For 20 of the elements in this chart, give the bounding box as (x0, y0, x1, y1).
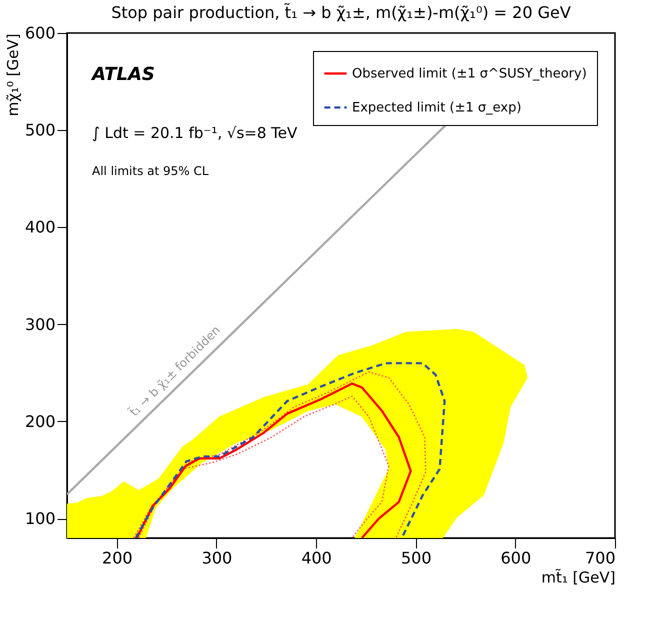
x-tick-label: 200 (102, 548, 133, 568)
x-tick-label: 700 (584, 548, 616, 568)
y-tick-label: 500 (24, 120, 56, 140)
annotation: All limits at 95% CL (92, 164, 209, 178)
annotation: ATLAS (90, 64, 155, 85)
y-tick-label: 600 (24, 24, 56, 42)
y-axis-title: mχ̃₁⁰ [GeV] (4, 34, 22, 116)
y-tick-label: 300 (24, 314, 56, 334)
x-tick-label: 600 (500, 548, 532, 568)
x-tick-label: 300 (202, 548, 232, 568)
legend-label: Observed limit (±1 σ^SUSY_theory) (352, 66, 587, 82)
x-tick-label: 400 (301, 548, 332, 568)
x-tick-label: 500 (400, 548, 432, 568)
y-tick-label: 100 (24, 509, 56, 528)
annotation: ∫ Ldt = 20.1 fb⁻¹, √s=8 TeV (92, 124, 298, 142)
y-tick-label: 400 (24, 218, 56, 237)
y-tick-label: 200 (24, 412, 56, 431)
legend-label: Expected limit (±1 σ_exp) (352, 100, 522, 116)
x-axis-title: mt̃₁ [GeV] (541, 568, 616, 586)
chart-title: Stop pair production, t̃₁ → b χ̃₁±, m(χ̃₁±)-m(χ̃₁⁰) = 20 GeV (111, 3, 571, 22)
